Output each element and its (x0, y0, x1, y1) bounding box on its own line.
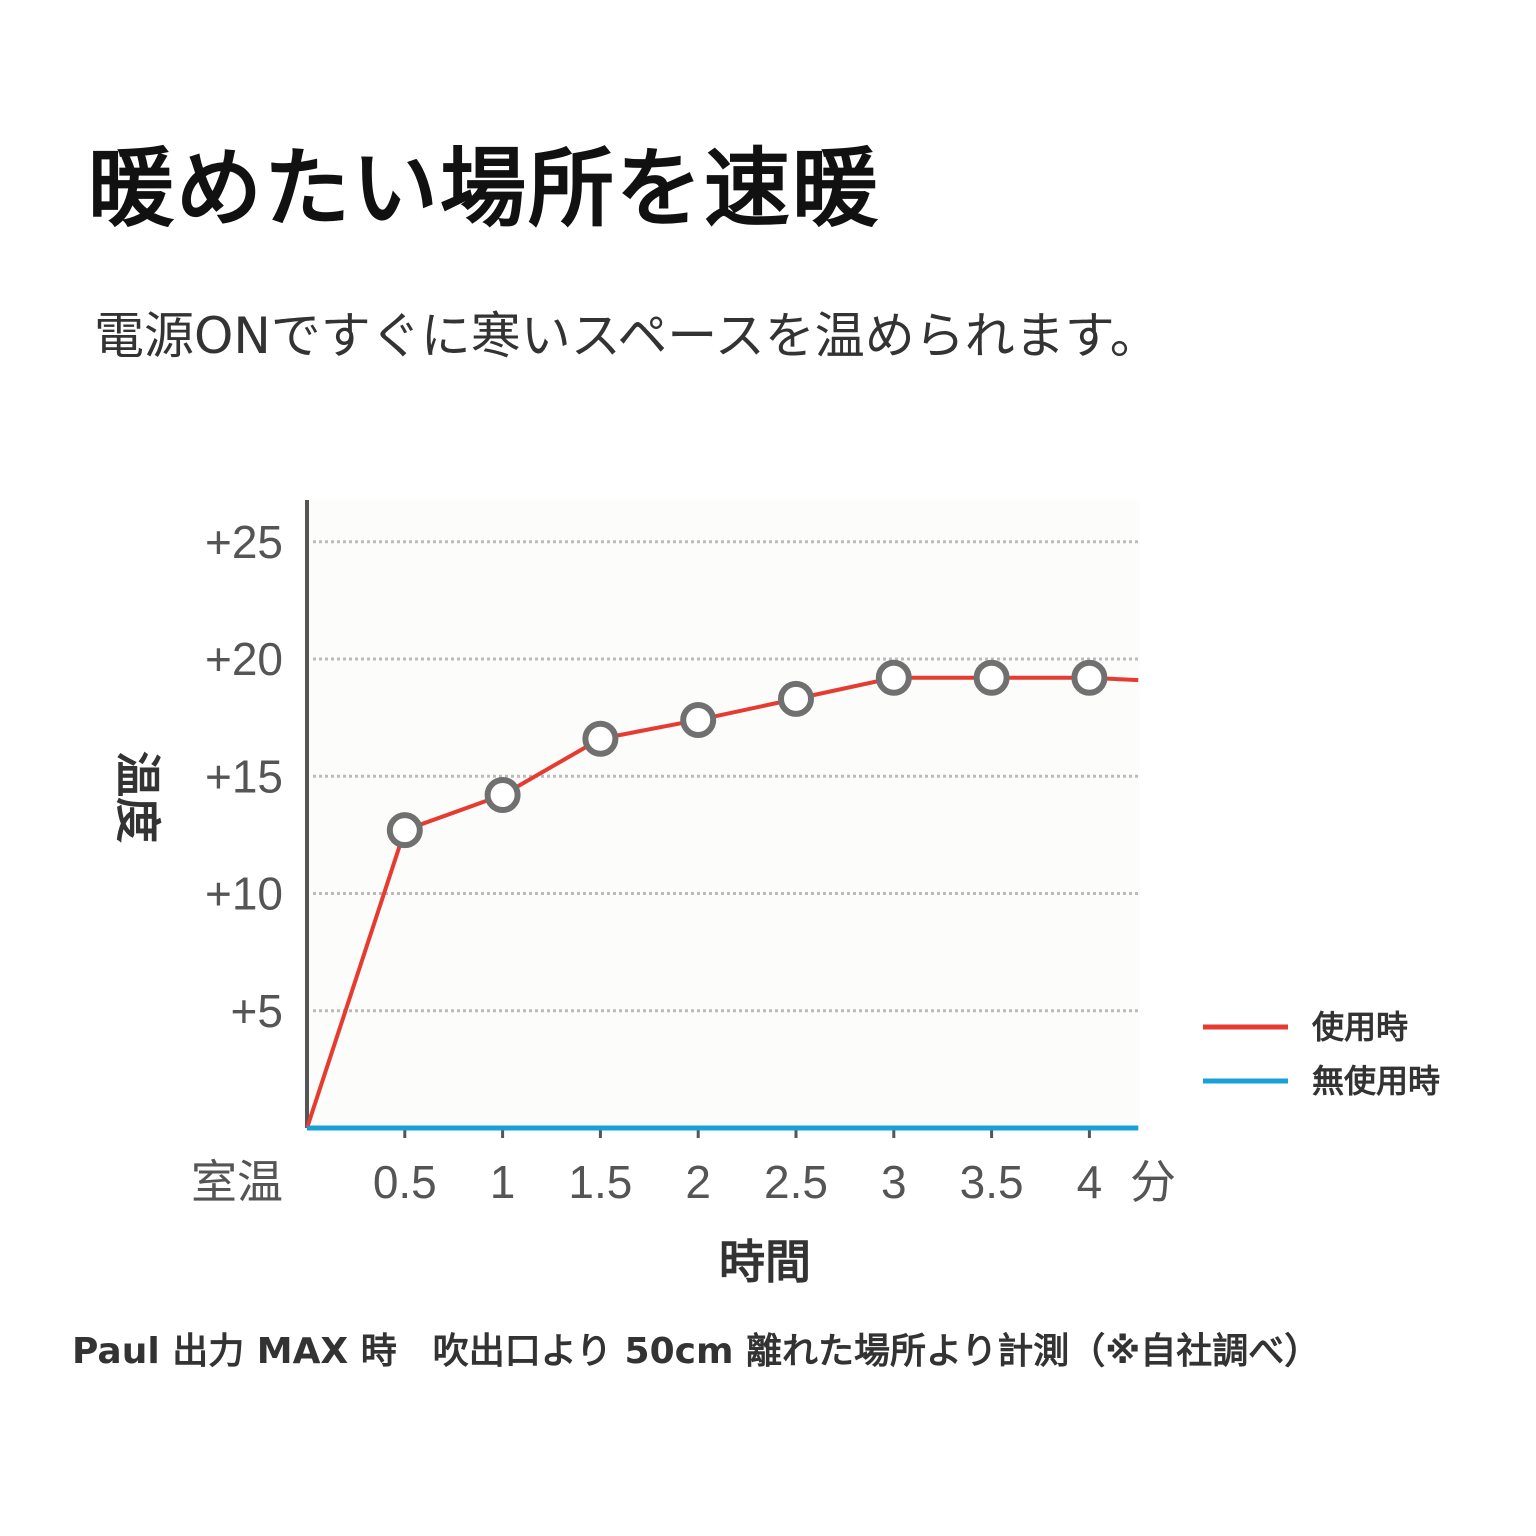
data-point-marker (973, 659, 1010, 696)
x-axis-ticks: 0.5 1 1.5 2 2.5 3 3.5 4 (373, 1128, 1102, 1208)
y-tick-label: +15 (205, 750, 283, 802)
legend-label-unused: 無使用時 (1312, 1062, 1440, 1100)
data-point-marker (1071, 659, 1108, 696)
data-point-marker (778, 680, 814, 717)
x-tick-label: 0.5 (373, 1156, 437, 1208)
y-tick-label: +20 (205, 633, 283, 685)
x-tick-label: 3 (881, 1156, 907, 1208)
legend: 使用時 無使用時 (1203, 1008, 1440, 1100)
data-point-marker (386, 812, 423, 849)
x-unit-label: 分 (1130, 1155, 1176, 1209)
legend-label-used: 使用時 (1311, 1008, 1408, 1046)
y-tick-label: +5 (231, 985, 283, 1037)
y-axis-ticks: +5 +10 +15 +20 +25 (205, 516, 283, 1037)
data-point-marker (582, 720, 619, 757)
data-point-marker (875, 659, 912, 696)
x-tick-label: 2 (685, 1156, 711, 1208)
x-tick-label: 3.5 (960, 1156, 1024, 1208)
x-tick-label: 1 (490, 1156, 516, 1208)
data-point-marker (680, 701, 717, 738)
x-tick-label: 4 (1077, 1156, 1103, 1208)
y-tick-label: +25 (205, 516, 283, 568)
data-point-marker (484, 777, 521, 814)
page-subtitle: 電源ONですぐに寒いスペースを温められます。 (94, 307, 1160, 365)
y-origin-label: 室温 (191, 1156, 283, 1208)
y-tick-label: +10 (205, 868, 283, 920)
series-layer (305, 675, 1139, 1131)
marker-layer (386, 659, 1108, 849)
x-axis-title: 時間 (719, 1235, 811, 1289)
measurement-footnote: Paul 出力 MAX 時 吹出口より 50cm 離れた場所より計測（※自社調べ… (72, 1331, 1321, 1372)
plot-background (307, 500, 1140, 1128)
x-tick-label: 1.5 (568, 1156, 632, 1208)
y-axis-title: 温度 (111, 751, 165, 843)
page-title: 暖めたい場所を速暖 (88, 139, 880, 239)
series-line-used (305, 675, 1139, 1129)
x-tick-label: 2.5 (764, 1156, 828, 1208)
